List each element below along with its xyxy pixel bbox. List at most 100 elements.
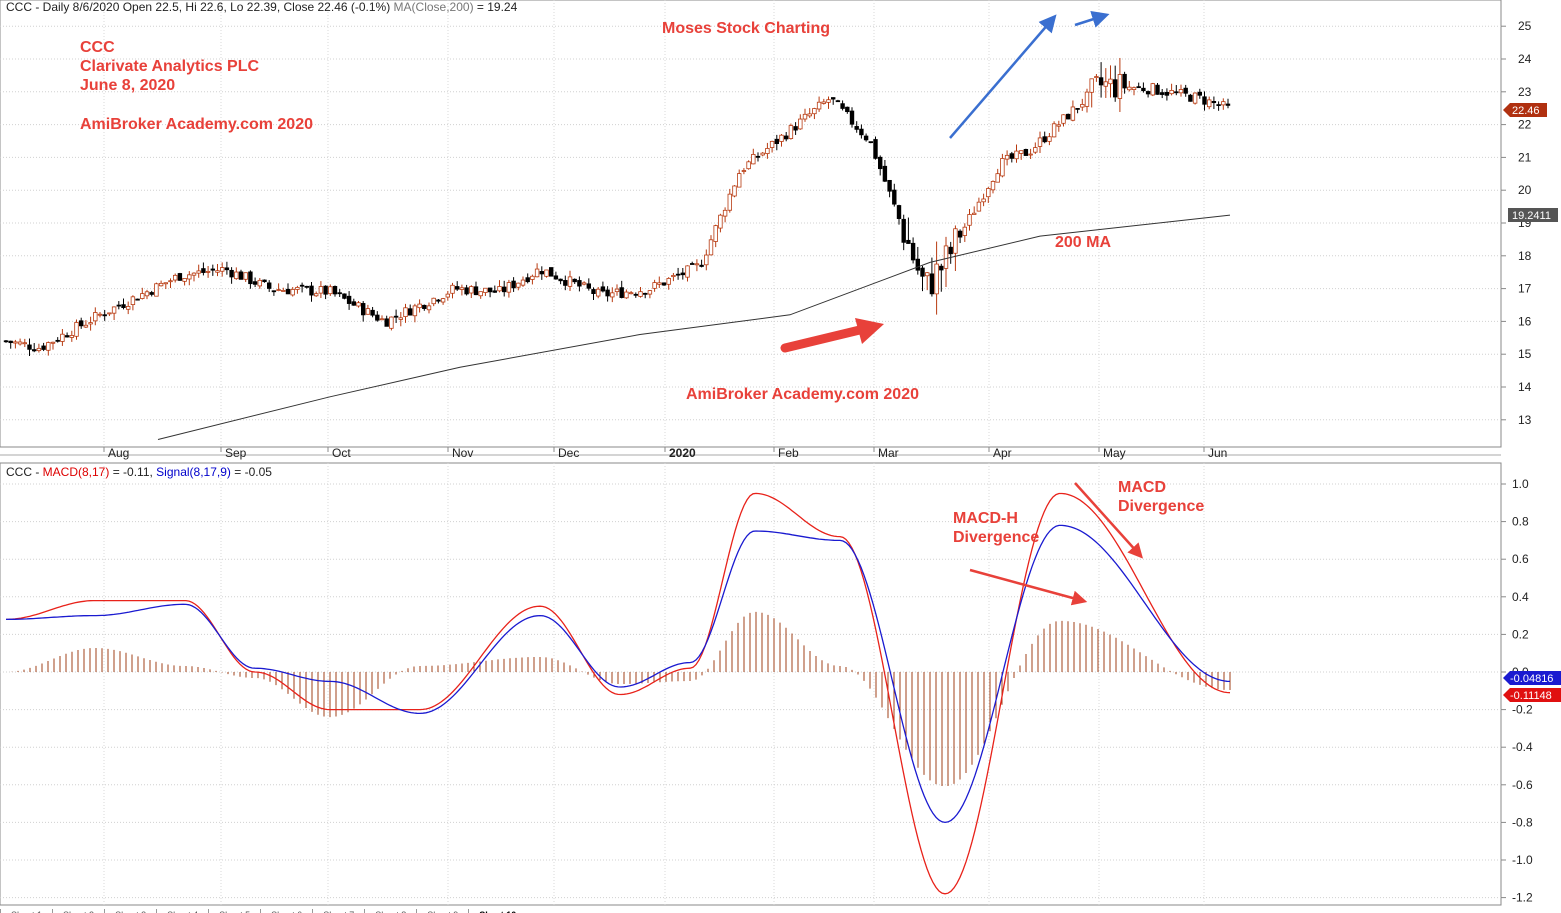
candle: [586, 278, 591, 291]
candle: [407, 304, 413, 316]
candle: [826, 96, 831, 109]
candle: [1080, 98, 1085, 111]
candle: [534, 263, 540, 278]
annotation-title: Moses Stock Charting: [662, 20, 831, 37]
candle: [802, 108, 808, 122]
candle: [511, 277, 516, 292]
candle: [1051, 121, 1057, 138]
sheet-tab[interactable]: Sheet 8: [364, 909, 416, 913]
candle: [652, 279, 657, 292]
candle: [215, 263, 220, 277]
candle: [1202, 91, 1207, 111]
price-y-tick: 24: [1518, 52, 1532, 66]
candle: [492, 285, 497, 293]
sheet-tab[interactable]: Sheet 7: [312, 909, 364, 913]
candle: [929, 257, 935, 297]
candle: [530, 274, 535, 285]
candle: [1169, 83, 1174, 96]
candle: [765, 142, 770, 159]
candle: [737, 169, 742, 188]
macd-pane-header: CCC - MACD(8,17) = -0.11, Signal(8,17,9)…: [6, 465, 272, 479]
candle: [680, 267, 685, 280]
macd-y-tick: -0.4: [1512, 740, 1533, 754]
candle: [704, 249, 709, 271]
sheet-tab[interactable]: Sheet 6: [260, 909, 312, 913]
candle: [149, 290, 154, 297]
blue-arrow-1: [949, 14, 1057, 139]
candle: [1098, 62, 1104, 98]
price-badges: 22.46 19.2411 -0.04816 -0.11148: [1503, 103, 1561, 702]
candle: [628, 291, 634, 295]
candle: [445, 290, 450, 301]
candle: [1164, 88, 1170, 101]
annotation-ma: 200 MA: [1055, 234, 1112, 251]
price-y-tick: 23: [1518, 85, 1532, 99]
month-label: Apr: [993, 446, 1012, 460]
candle: [910, 237, 916, 264]
candle: [920, 265, 925, 292]
ma-value: = 19.24: [473, 0, 518, 14]
candle: [205, 265, 211, 278]
candle: [271, 290, 277, 296]
red-arrow-macdh: [969, 568, 1088, 606]
candle: [863, 133, 869, 142]
candle: [154, 282, 159, 297]
candle: [812, 107, 817, 120]
sheet-tab[interactable]: Sheet 1: [0, 909, 52, 913]
annotation-macdh-line1: MACD-H: [953, 510, 1018, 527]
candle: [201, 262, 206, 276]
sheet-tab[interactable]: Sheet 10: [468, 909, 526, 913]
candle: [694, 259, 700, 272]
candle: [501, 280, 507, 297]
candle: [976, 197, 982, 212]
candle: [769, 140, 775, 153]
candle: [144, 289, 150, 300]
candle: [248, 270, 253, 289]
candle: [845, 106, 850, 114]
candle: [878, 155, 883, 176]
candle: [1019, 150, 1024, 160]
candle: [821, 98, 826, 105]
sheet-tab[interactable]: Sheet 4: [156, 909, 208, 913]
annotation-ticker: CCC: [80, 39, 115, 56]
candle: [859, 124, 864, 139]
candle: [835, 99, 841, 103]
candle: [196, 264, 201, 278]
sheet-tab[interactable]: Sheet 5: [208, 909, 260, 913]
candle: [431, 297, 436, 307]
month-label: Mar: [878, 446, 899, 460]
candle: [121, 298, 126, 310]
candle: [1094, 73, 1099, 82]
candle: [379, 315, 385, 321]
candle: [1225, 98, 1231, 109]
candle: [1127, 81, 1132, 92]
macd-symbol: CCC: [6, 465, 32, 479]
candle: [798, 114, 803, 130]
macd-y-tick: 1.0: [1512, 477, 1529, 491]
price-y-tick: 22: [1518, 118, 1532, 132]
sheet-tab[interactable]: Sheet 3: [104, 909, 156, 913]
sheet-tab[interactable]: Sheet 9: [416, 909, 468, 913]
candle: [1000, 153, 1005, 178]
price-symbol: CCC: [6, 0, 32, 14]
macd-y-tick: -1.0: [1512, 853, 1533, 867]
candle: [1197, 88, 1202, 99]
candle: [563, 275, 568, 291]
ma-label: MA(Close,200): [393, 0, 474, 14]
candle: [1028, 148, 1033, 160]
annotation-arrows: [780, 10, 1144, 606]
sheet-tab[interactable]: Sheet 2: [52, 909, 104, 913]
annotation-date: June 8, 2020: [80, 77, 176, 94]
candle: [779, 133, 784, 147]
candle: [948, 241, 953, 264]
month-label: Nov: [452, 446, 473, 460]
candle: [1075, 108, 1080, 114]
month-label: Feb: [778, 446, 799, 460]
annotation-academy-bottom: AmiBroker Academy.com 2020: [686, 386, 919, 403]
candle: [854, 121, 859, 133]
candle: [346, 291, 352, 310]
candle: [1150, 82, 1155, 97]
candle: [126, 301, 131, 315]
candle: [309, 281, 314, 302]
